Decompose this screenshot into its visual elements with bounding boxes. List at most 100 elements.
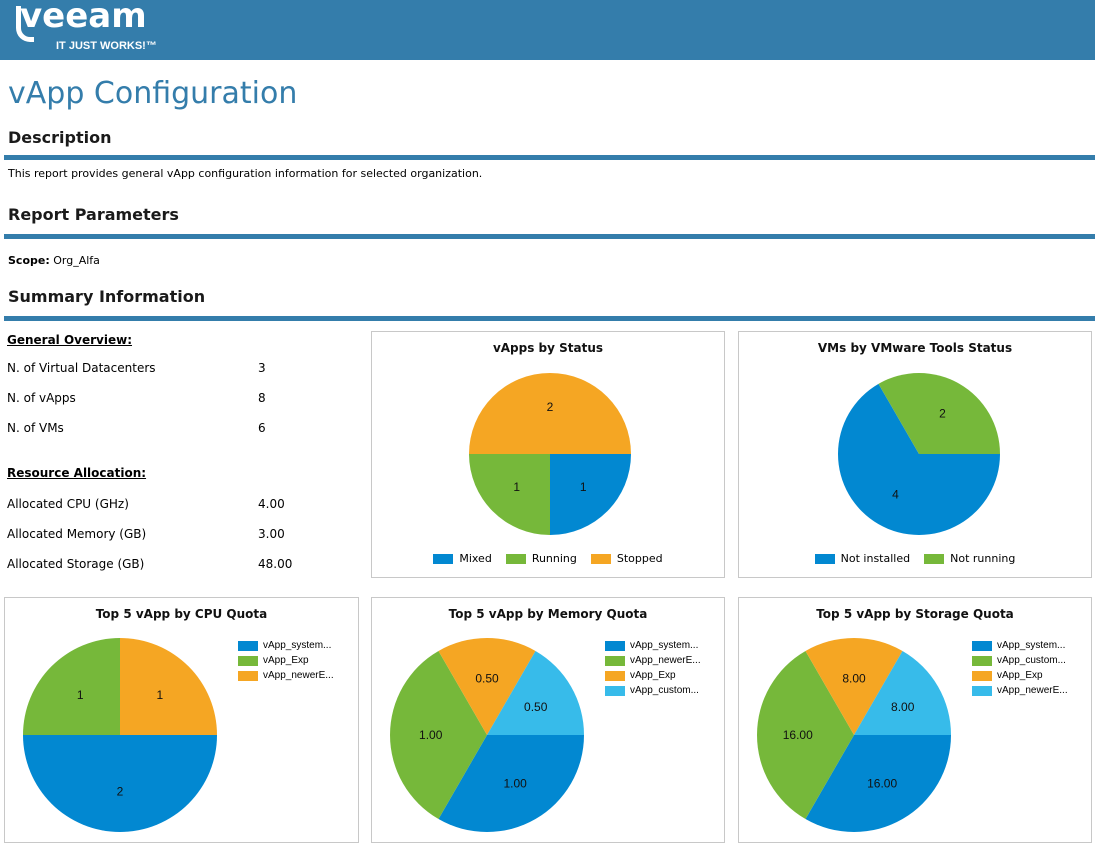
pie-data-label: 1.00: [419, 728, 443, 742]
pie-data-label: 0.50: [475, 672, 499, 686]
kv-label: N. of Virtual Datacenters: [7, 361, 156, 375]
pie-slice-vapp-system: [23, 735, 217, 832]
legend-item: Running: [505, 552, 577, 565]
chart-legend: Not installed Not running: [739, 552, 1091, 565]
kv-label: N. of vApps: [7, 391, 76, 405]
scope-value: Org_Alfa: [53, 254, 100, 267]
pie-chart-top5-memory: 1.00 1.00 0.50 0.50: [390, 638, 584, 832]
chart-title: Top 5 vApp by CPU Quota: [95, 607, 268, 621]
pie-data-label: 2: [547, 400, 554, 414]
summary-heading: Summary Information: [8, 287, 206, 306]
kv-value: 4.00: [258, 497, 285, 511]
legend-item: Not running: [924, 552, 1015, 565]
chart-panel-top5-cpu: Top 5 vApp by CPU Quota 2 1 1 vApp_system.…: [4, 597, 359, 843]
chart-legend: vApp_system... vApp_custom... vApp_Exp vApp…: [972, 638, 1068, 698]
scope-label: Scope:: [8, 254, 50, 267]
legend-label: vApp_system...: [997, 640, 1066, 651]
legend-label: vApp_newerE...: [997, 685, 1068, 696]
legend-swatch-icon: [238, 640, 258, 651]
pie-data-label: 4: [892, 488, 899, 502]
legend-label: Mixed: [459, 552, 492, 565]
legend-label: Stopped: [616, 552, 663, 565]
legend-swatch-icon: [433, 553, 454, 564]
kv-label: Allocated Storage (GB): [7, 557, 145, 571]
pie-data-label: 2: [117, 784, 124, 798]
logo-swoosh-icon: [16, 6, 34, 42]
legend-item: vApp_system...: [605, 638, 701, 653]
pie-slice-not-installed: [838, 383, 1000, 535]
legend-swatch-icon: [972, 655, 992, 666]
pie-data-label: 1: [77, 688, 84, 702]
legend-item: vApp_Exp: [972, 668, 1068, 683]
pie-data-label: 8.00: [842, 672, 866, 686]
scope-parameter: Scope: Org_Alfa: [8, 254, 100, 267]
pie-data-label: 8.00: [891, 700, 915, 714]
legend-label: vApp_newerE...: [263, 670, 334, 681]
legend-label: vApp_custom...: [997, 655, 1066, 666]
pie-chart-vapps-by-status: 1 1 2: [469, 373, 631, 535]
pie-slice-stopped: [469, 373, 631, 454]
legend-label: vApp_newerE...: [630, 655, 701, 666]
legend-swatch-icon: [605, 640, 625, 651]
pie-data-label: 1: [513, 480, 520, 494]
chart-title: VMs by VMware Tools Status: [817, 341, 1013, 355]
legend-label: vApp_system...: [630, 640, 699, 651]
legend-item: vApp_custom...: [972, 653, 1068, 668]
legend-swatch-icon: [814, 553, 835, 564]
chart-legend: vApp_system... vApp_newerE... vApp_Exp vApp…: [605, 638, 701, 698]
pie-slice-mixed: [550, 454, 631, 535]
legend-item: vApp_newerE...: [972, 683, 1068, 698]
header-banner: veeam IT JUST WORKS!™: [0, 0, 1095, 60]
pie-slice-vapp-newere: [390, 650, 487, 820]
legend-item: vApp_newerE...: [605, 653, 701, 668]
pie-data-label: 1: [156, 688, 163, 702]
section-divider: [4, 316, 1095, 321]
legend-label: Not installed: [840, 552, 911, 565]
pie-chart-vms-by-tools-status: 42: [838, 373, 1000, 535]
resource-allocation-heading: Resource Allocation:: [7, 466, 147, 480]
kv-value: 6: [258, 421, 266, 435]
pie-slice-vapp-custom: [487, 650, 584, 735]
pie-slice-vapp-exp: [23, 638, 120, 735]
veeam-logo: veeam IT JUST WORKS!™: [14, 0, 164, 58]
legend-label: Not running: [950, 552, 1016, 565]
legend-swatch-icon: [238, 655, 258, 666]
legend-swatch-icon: [972, 640, 992, 651]
pie-slice-vapp-newere: [120, 638, 217, 735]
kv-label: Allocated CPU (GHz): [7, 497, 129, 511]
legend-item: Mixed: [433, 552, 492, 565]
legend-swatch-icon: [238, 670, 258, 681]
description-heading: Description: [8, 128, 112, 147]
pie-slice-vapp-exp: [438, 638, 536, 735]
legend-swatch-icon: [505, 553, 526, 564]
legend-swatch-icon: [605, 670, 625, 681]
kv-value: 3.00: [258, 527, 285, 541]
pie-data-label: 1.00: [503, 777, 527, 791]
kv-label: Allocated Memory (GB): [7, 527, 147, 541]
pie-data-label: 2: [939, 406, 946, 420]
legend-label: vApp_Exp: [263, 655, 309, 666]
legend-item: vApp_system...: [972, 638, 1068, 653]
legend-item: vApp_system...: [238, 638, 334, 653]
page-title: vApp Configuration: [8, 76, 298, 111]
legend-swatch-icon: [972, 670, 992, 681]
legend-item: Stopped: [590, 552, 663, 565]
report-parameters-heading: Report Parameters: [8, 205, 179, 224]
kv-value: 8: [258, 391, 266, 405]
pie-slice-running: [469, 454, 550, 535]
pie-slice-vapp-custom: [757, 650, 854, 820]
logo-tagline: IT JUST WORKS!™: [56, 40, 157, 52]
pie-chart-top5-cpu: 2 1 1: [23, 638, 217, 832]
legend-swatch-icon: [605, 685, 625, 696]
pie-slice-vapp-system: [438, 735, 584, 832]
chart-legend: Mixed Running Stopped: [372, 552, 724, 565]
pie-slice-vapp-exp: [805, 638, 903, 735]
legend-item: vApp_custom...: [605, 683, 701, 698]
legend-label: vApp_custom...: [630, 685, 699, 696]
legend-swatch-icon: [605, 655, 625, 666]
legend-label: vApp_Exp: [997, 670, 1043, 681]
legend-swatch-icon: [924, 553, 945, 564]
kv-value: 48.00: [258, 557, 293, 571]
chart-panel-top5-storage: Top 5 vApp by Storage Quota 16.00 16.00 8.…: [738, 597, 1092, 843]
pie-chart-top5-storage: 16.00 16.00 8.00 8.00: [757, 638, 951, 832]
